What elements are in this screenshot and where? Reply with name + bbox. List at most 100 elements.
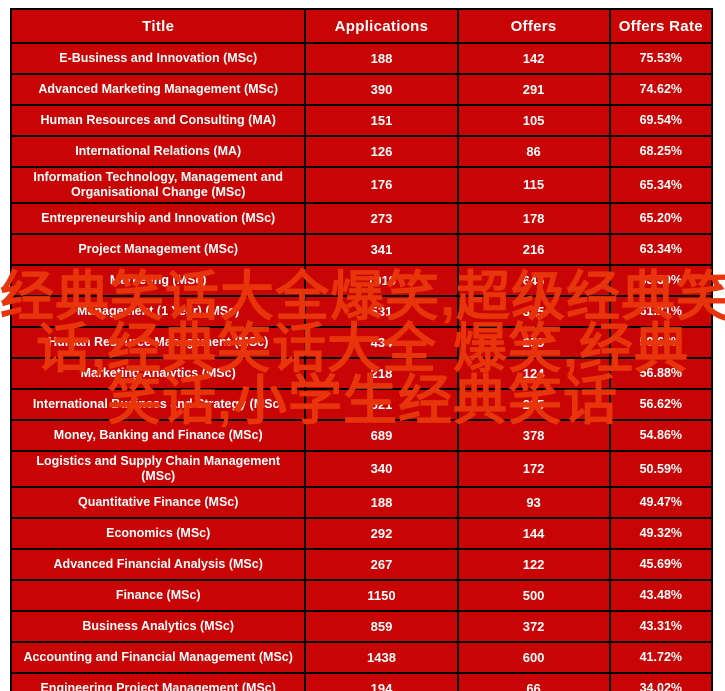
cell-offers-rate: 68.25% <box>608 135 714 168</box>
cell-title: Finance (MSc) <box>9 579 307 612</box>
cell-applications: 126 <box>304 135 459 168</box>
cell-applications: 188 <box>304 486 459 519</box>
table-row: Human Resources and Consulting (MA) 151 10… <box>9 104 714 137</box>
cell-applications: 267 <box>304 548 459 581</box>
table-row: Economics (MSc) 292 144 49.32% <box>9 517 714 550</box>
cell-applications: 1019 <box>304 264 459 297</box>
cell-title: Logistics and Supply Chain Management (M… <box>9 450 307 488</box>
cell-offers: 172 <box>456 450 611 488</box>
table-row: Business Analytics (MSc) 859 372 43.31% <box>9 610 714 643</box>
cell-applications: 859 <box>304 610 459 643</box>
cell-offers: 325 <box>456 295 611 328</box>
table-row: E-Business and Innovation (MSc) 188 142 75.… <box>9 42 714 75</box>
header-row: Title Applications Offers Offers Rate <box>9 8 714 44</box>
cell-title: Marketing Analytics (MSc) <box>9 357 307 390</box>
cell-offers-rate: 54.86% <box>608 419 714 452</box>
cell-title: Engineering Project Management (MSc) <box>9 672 307 691</box>
offers-table: Title Applications Offers Offers Rate E-… <box>9 8 714 691</box>
header-offers: Offers <box>456 8 611 44</box>
table-row: Accounting and Financial Management (MSc… <box>9 641 714 674</box>
cell-offers: 66 <box>456 672 611 691</box>
cell-applications: 273 <box>304 202 459 235</box>
cell-title: Information Technology, Management and O… <box>9 166 307 204</box>
cell-offers-rate: 45.69% <box>608 548 714 581</box>
cell-title: Entrepreneurship and Innovation (MSc) <box>9 202 307 235</box>
cell-offers-rate: 75.53% <box>608 42 714 75</box>
table-row: Finance (MSc) 1150 500 43.48% <box>9 579 714 612</box>
cell-title: E-Business and Innovation (MSc) <box>9 42 307 75</box>
cell-offers-rate: 63.34% <box>608 233 714 266</box>
cell-offers: 500 <box>456 579 611 612</box>
header-offers-rate: Offers Rate <box>608 8 714 44</box>
cell-applications: 188 <box>304 42 459 75</box>
cell-offers: 295 <box>456 388 611 421</box>
cell-offers: 86 <box>456 135 611 168</box>
cell-offers: 142 <box>456 42 611 75</box>
cell-offers: 600 <box>456 641 611 674</box>
cell-offers-rate: 65.34% <box>608 166 714 204</box>
cell-offers: 378 <box>456 419 611 452</box>
table-row: Logistics and Supply Chain Management (M… <box>9 450 714 488</box>
table-row: International Relations (MA) 126 86 68.25% <box>9 135 714 168</box>
cell-offers: 645 <box>456 264 611 297</box>
table-body: E-Business and Innovation (MSc) 188 142 75.… <box>9 42 714 691</box>
cell-offers: 216 <box>456 233 611 266</box>
table-row: Management (1 Year) (MSc) 531 325 61.21% <box>9 295 714 328</box>
cell-offers-rate: 49.32% <box>608 517 714 550</box>
cell-offers-rate: 65.20% <box>608 202 714 235</box>
cell-applications: 689 <box>304 419 459 452</box>
cell-applications: 531 <box>304 295 459 328</box>
cell-offers: 144 <box>456 517 611 550</box>
table-row: Marketing Analytics (MSc) 218 124 56.88% <box>9 357 714 390</box>
table-header: Title Applications Offers Offers Rate <box>9 8 714 44</box>
cell-offers-rate: 34.02% <box>608 672 714 691</box>
cell-applications: 292 <box>304 517 459 550</box>
table-row: Advanced Marketing Management (MSc) 390 29… <box>9 73 714 106</box>
cell-offers-rate: 43.48% <box>608 579 714 612</box>
cell-title: International Business and Strategy (MSc… <box>9 388 307 421</box>
cell-title: Accounting and Financial Management (MSc… <box>9 641 307 674</box>
table-row: Advanced Financial Analysis (MSc) 267 122 4… <box>9 548 714 581</box>
cell-title: Advanced Marketing Management (MSc) <box>9 73 307 106</box>
cell-applications: 218 <box>304 357 459 390</box>
cell-offers-rate: 63.30% <box>608 264 714 297</box>
cell-title: Marketing (MSc) <box>9 264 307 297</box>
table-row: Money, Banking and Finance (MSc) 689 378 54… <box>9 419 714 452</box>
cell-applications: 176 <box>304 166 459 204</box>
cell-offers-rate: 61.21% <box>608 295 714 328</box>
cell-offers-rate: 74.62% <box>608 73 714 106</box>
header-applications: Applications <box>304 8 459 44</box>
table-row: Project Management (MSc) 341 216 63.34% <box>9 233 714 266</box>
cell-offers: 105 <box>456 104 611 137</box>
cell-title: Management (1 Year) (MSc) <box>9 295 307 328</box>
cell-offers-rate: 56.88% <box>608 357 714 390</box>
cell-offers-rate: 43.31% <box>608 610 714 643</box>
cell-applications: 1438 <box>304 641 459 674</box>
cell-offers: 372 <box>456 610 611 643</box>
cell-applications: 521 <box>304 388 459 421</box>
cell-title: Human Resources and Consulting (MA) <box>9 104 307 137</box>
cell-title: Project Management (MSc) <box>9 233 307 266</box>
table-row: Quantitative Finance (MSc) 188 93 49.47% <box>9 486 714 519</box>
cell-applications: 434 <box>304 326 459 359</box>
cell-applications: 390 <box>304 73 459 106</box>
table-row: Entrepreneurship and Innovation (MSc) 273… <box>9 202 714 235</box>
cell-applications: 1150 <box>304 579 459 612</box>
cell-title: Human Resource Management (MSc) <box>9 326 307 359</box>
cell-offers: 178 <box>456 202 611 235</box>
offers-table-container: Title Applications Offers Offers Rate E-… <box>9 8 714 691</box>
cell-offers-rate: 50.59% <box>608 450 714 488</box>
cell-offers-rate: 41.72% <box>608 641 714 674</box>
cell-offers: 122 <box>456 548 611 581</box>
cell-offers-rate: 56.62% <box>608 388 714 421</box>
cell-offers: 291 <box>456 73 611 106</box>
cell-offers-rate: 69.54% <box>608 104 714 137</box>
cell-title: Business Analytics (MSc) <box>9 610 307 643</box>
cell-title: Economics (MSc) <box>9 517 307 550</box>
table-row: Information Technology, Management and O… <box>9 166 714 204</box>
table-row: Engineering Project Management (MSc) 194 6… <box>9 672 714 691</box>
cell-title: Quantitative Finance (MSc) <box>9 486 307 519</box>
cell-applications: 340 <box>304 450 459 488</box>
table-row: International Business and Strategy (MSc… <box>9 388 714 421</box>
